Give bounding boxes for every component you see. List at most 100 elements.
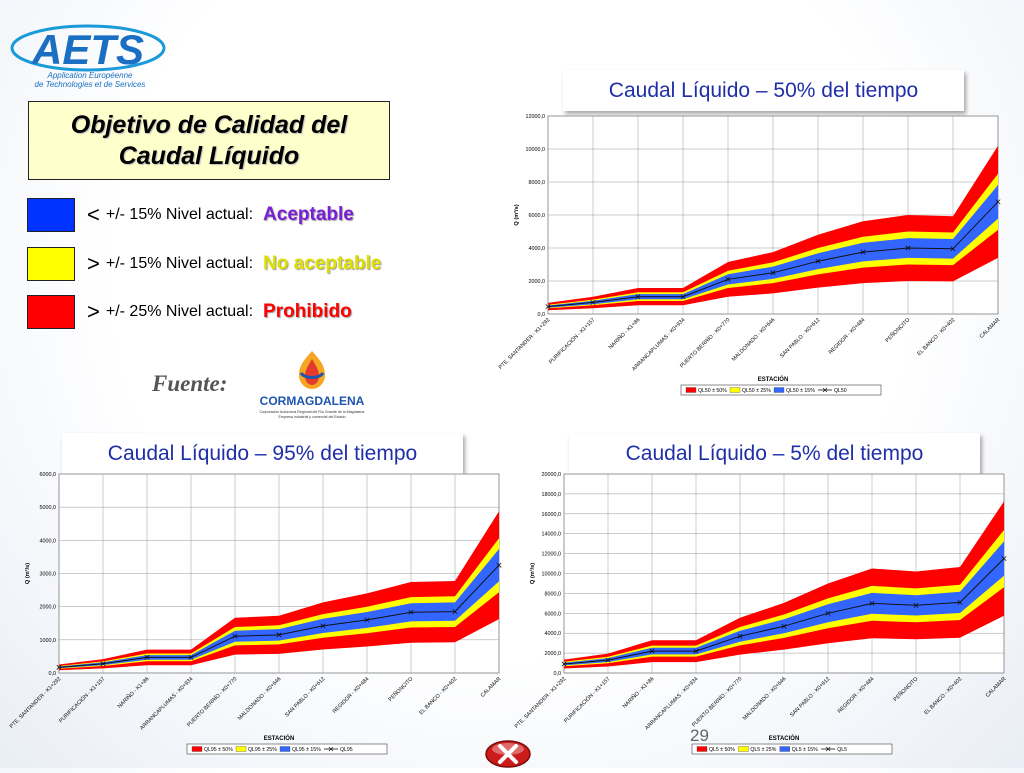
y-tick-label: 16000,0: [542, 512, 562, 518]
cormagdalena-sub1: Corporación Autónoma Regional del Río Gr…: [260, 410, 365, 414]
x-tick-label: PURIFICACIÓN - K1+157: [58, 675, 107, 724]
data-point: [825, 610, 831, 616]
cormagdalena-logo-text: CORMAGDALENA: [260, 394, 365, 408]
x-tick-label: PUERTO BERRÍO - K0+770: [690, 675, 743, 728]
y-tick-label: 5000,0: [40, 505, 57, 511]
x-tick-label: REGIDOR - K0+484: [332, 676, 371, 715]
data-point: [364, 617, 370, 623]
y-tick-label: 4000,0: [529, 246, 546, 252]
x-tick-label: REGIDOR - K0+484: [828, 317, 867, 356]
y-tick-label: 10000,0: [526, 147, 546, 153]
x-tick-label: MALDONADO - K0+646: [731, 317, 776, 362]
data-point: [545, 304, 551, 310]
data-point: [232, 633, 238, 639]
close-icon[interactable]: [485, 738, 531, 768]
y-tick-label: 4000,0: [40, 538, 57, 544]
y-tick-label: 12000,0: [542, 552, 562, 558]
legend-swatch: [235, 746, 247, 752]
legend-swatch: [779, 746, 790, 752]
legend-swatch: [279, 746, 291, 752]
x-tick-label: PTE. SANTANDER - K1+292: [9, 676, 63, 730]
legend-swatch: [738, 746, 749, 752]
legend-label: QL95: [340, 747, 353, 753]
x-tick-label: NARIÑO - K1+86: [116, 675, 150, 709]
x-tick-label: EL BANCO - K0+402: [923, 676, 963, 716]
x-tick-label: PEÑONCITO: [884, 316, 912, 344]
legend-label: QL5 ± 25%: [750, 747, 776, 753]
x-tick-label: PUERTO BERRÍO - K0+770: [185, 675, 238, 728]
x-tick-label: PURIFICACIÓN - K1+157: [563, 675, 612, 724]
data-point: [680, 294, 686, 300]
x-axis-label: ESTACIÓN: [264, 734, 295, 742]
x-axis-label: ESTACIÓN: [758, 375, 789, 383]
y-tick-label: 0,0: [554, 671, 562, 677]
x-tick-label: PEÑONCITO: [892, 675, 920, 703]
y-tick-label: 6000,0: [545, 611, 562, 617]
quality-objective-box: Objetivo de Calidad del Caudal Líquido: [28, 101, 390, 180]
legend-swatch: [191, 746, 203, 752]
y-tick-label: 1000,0: [40, 638, 57, 644]
y-tick-label: 3000,0: [40, 572, 57, 578]
legend-line-x: [822, 387, 828, 393]
x-axis-label: ESTACIÓN: [769, 734, 800, 742]
data-point: [188, 654, 194, 660]
band-area: [548, 185, 998, 308]
legend-label: QL95 ± 15%: [292, 747, 321, 753]
legend-row-not-acceptable: > +/- 15% Nivel actual: No aceptable: [27, 246, 381, 282]
status-not-acceptable: No aceptable: [263, 253, 382, 274]
red-swatch: [27, 295, 75, 329]
data-point: [913, 602, 919, 608]
x-tick-label: PTE. SANTANDER - K1+292: [498, 317, 552, 371]
aets-tagline-2: de Technologies et de Services: [35, 80, 146, 89]
legend-label: QL5 ± 15%: [792, 747, 818, 753]
data-point: [869, 600, 875, 606]
x-tick-label: CALAMAR: [480, 676, 503, 699]
x-tick-label: SAN PABLO - K0+612: [779, 317, 821, 359]
y-tick-label: 2000,0: [529, 279, 546, 285]
aets-tagline-1: Application Européenne: [47, 71, 134, 80]
legend-text: +/- 25% Nivel actual:: [105, 303, 254, 320]
y-tick-label: 12000,0: [526, 114, 546, 120]
data-point: [737, 633, 743, 639]
chart-title-ql95: Caudal Líquido – 95% del tiempo: [62, 433, 463, 475]
legend-label: QL50 ± 25%: [742, 388, 771, 394]
data-point: [770, 270, 776, 276]
band-area: [548, 145, 998, 311]
legend-symbol: >: [87, 299, 100, 324]
data-point: [635, 294, 641, 300]
y-tick-label: 0,0: [49, 671, 57, 677]
chart-ql5: 0,0 2000,0 4000,0 6000,0 8000,0 10000,0 12000,…: [514, 472, 1007, 755]
legend-label: QL50 ± 50%: [698, 388, 727, 394]
legend-label: QL5 ± 50%: [709, 747, 735, 753]
band-area: [59, 549, 499, 669]
x-tick-label: MALDONADO - K0+646: [237, 676, 282, 721]
y-tick-label: 6000,0: [529, 213, 546, 219]
y-tick-label: 10000,0: [542, 572, 562, 578]
data-point: [100, 661, 106, 667]
quality-title-line1: Objetivo de Calidad del: [70, 110, 348, 139]
data-point: [995, 199, 1001, 205]
status-prohibited: Prohibido: [263, 301, 352, 322]
y-tick-label: 0,0: [538, 312, 546, 318]
x-tick-label: EL BANCO - K0+402: [418, 676, 458, 716]
x-tick-label: CALAMAR: [979, 317, 1002, 340]
yellow-swatch: [27, 247, 75, 281]
y-axis-label: Q (m³/s): [24, 563, 31, 584]
close-button[interactable]: [485, 738, 531, 768]
x-tick-label: SAN PABLO - K0+612: [284, 676, 326, 718]
chart-ql50: 0,0 2000,0 4000,0 6000,0 8000,0 10000,0 12000,…: [498, 114, 1002, 396]
data-point: [725, 276, 731, 282]
legend-swatch: [773, 387, 785, 393]
data-point: [605, 657, 611, 663]
x-tick-label: PURIFICACIÓN - K1+157: [548, 316, 597, 365]
data-point: [781, 623, 787, 629]
data-point: [905, 245, 911, 251]
x-tick-label: NARIÑO - K1+86: [607, 316, 641, 350]
legend-text: +/- 15% Nivel actual:: [105, 255, 254, 272]
cormagdalena-logo: CORMAGDALENA Corporación Autónoma Region…: [245, 343, 379, 428]
x-tick-label: ARRANCAPLUMAS - K0+934: [631, 317, 686, 372]
data-point: [144, 654, 150, 660]
data-point: [320, 623, 326, 629]
blue-swatch: [27, 198, 75, 232]
data-point: [496, 562, 502, 568]
